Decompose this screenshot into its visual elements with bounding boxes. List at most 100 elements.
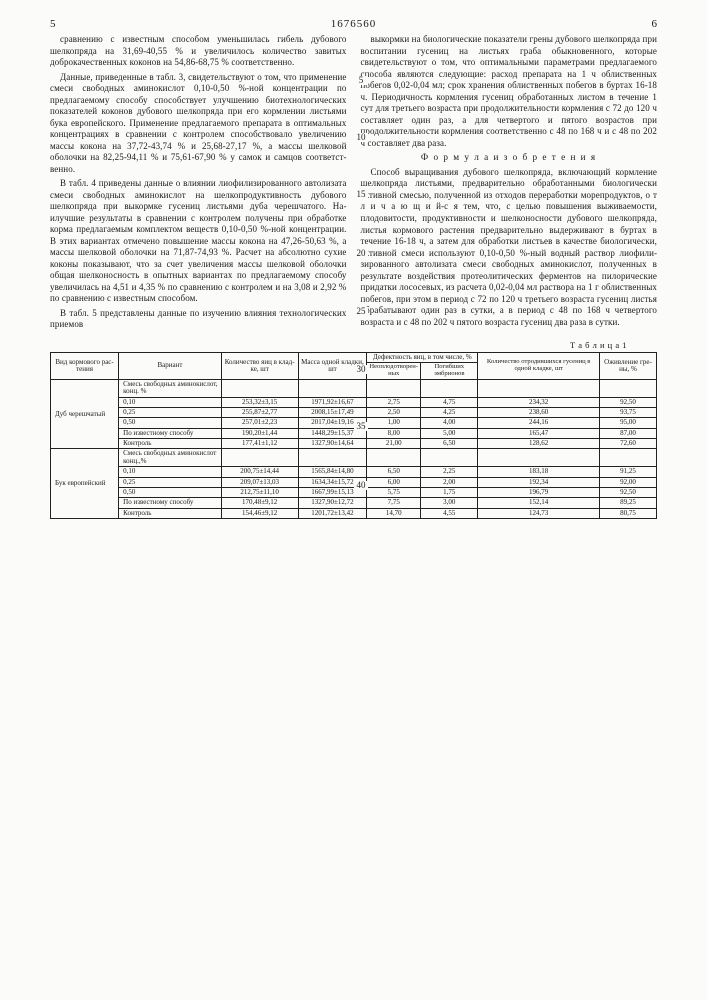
line-number: 30 xyxy=(354,365,368,374)
table-cell: 183,18 xyxy=(478,467,600,477)
patent-number: 1676560 xyxy=(331,18,377,30)
line-number: 15 xyxy=(354,190,368,199)
table-cell: 1565,84±14,80 xyxy=(298,467,367,477)
table-cell: 212,75±11,10 xyxy=(221,487,298,497)
table-header: Неопло­дотворен­ных xyxy=(367,363,421,380)
table-cell xyxy=(478,449,600,467)
line-number: 40 xyxy=(354,481,368,490)
table-header: Вариант xyxy=(119,352,222,379)
body-paragraph: Способ выращивания дубового шелкопряда, … xyxy=(361,167,658,328)
table-cell: 87,00 xyxy=(599,428,656,438)
table-cell: 3,00 xyxy=(421,498,478,508)
table-cell: 92,50 xyxy=(599,397,656,407)
table-cell: 92,00 xyxy=(599,477,656,487)
table-row: Контроль154,46±9,121201,72±13,4214,704,5… xyxy=(51,508,657,518)
table-cell: 253,32±3,15 xyxy=(221,397,298,407)
table-cell: 1,00 xyxy=(367,418,421,428)
table-cell: 244,16 xyxy=(478,418,600,428)
table-cell: Смесь свободных аминокислот конц.,% xyxy=(119,449,222,467)
table-cell: 255,87±2,77 xyxy=(221,408,298,418)
table-label: Т а б л и ц а 1 xyxy=(50,340,627,350)
table-cell: 177,41±1,12 xyxy=(221,439,298,449)
body-paragraph: Данные, приведенные в табл. 3, свиде­тел… xyxy=(50,72,347,176)
table-cell: 128,62 xyxy=(478,439,600,449)
table-row: Контроль177,41±1,121327,90±14,6421,006,5… xyxy=(51,439,657,449)
table-cell: 4,25 xyxy=(421,408,478,418)
table-cell: 209,07±13,03 xyxy=(221,477,298,487)
table-row: 0,25255,87±2,772008,15±17,492,504,25238,… xyxy=(51,408,657,418)
table-cell: 8,00 xyxy=(367,428,421,438)
table-header: Вид кормового рас­тения xyxy=(51,352,119,379)
line-number: 5 xyxy=(354,76,368,85)
table-cell: 196,79 xyxy=(478,487,600,497)
page-number-left: 5 xyxy=(50,18,56,30)
body-paragraph: сравнению с известным способом уменьши­л… xyxy=(50,34,347,69)
table-cell xyxy=(367,380,421,398)
table-cell: 257,01±2,23 xyxy=(221,418,298,428)
table-cell: 93,75 xyxy=(599,408,656,418)
table-cell: 7,75 xyxy=(367,498,421,508)
table-cell xyxy=(421,449,478,467)
table-cell: 4,00 xyxy=(421,418,478,428)
line-number: 25 xyxy=(354,307,368,316)
table-cell: 124,73 xyxy=(478,508,600,518)
body-paragraph: В табл. 4 приведены данные о влиянии лио… xyxy=(50,178,347,305)
table-header: Количество яиц в клад­ке, шт xyxy=(221,352,298,379)
table-row: 0,10200,75±14,441565,84±14,806,502,25183… xyxy=(51,467,657,477)
table-cell xyxy=(599,380,656,398)
table-cell: 2,75 xyxy=(367,397,421,407)
table-cell: 91,25 xyxy=(599,467,656,477)
table-cell: 152,14 xyxy=(478,498,600,508)
table-cell: 200,75±14,44 xyxy=(221,467,298,477)
table-cell: 14,70 xyxy=(367,508,421,518)
table-cell xyxy=(221,380,298,398)
table-cell: 170,48±9,12 xyxy=(221,498,298,508)
table-cell: 0,25 xyxy=(119,408,222,418)
table-cell xyxy=(298,380,367,398)
table-cell: 1201,72±13,42 xyxy=(298,508,367,518)
table-cell xyxy=(421,380,478,398)
table-cell: 21,00 xyxy=(367,439,421,449)
table-cell: По известному способу xyxy=(119,428,222,438)
table-cell: 0,50 xyxy=(119,418,222,428)
table-cell: 1327,90±14,64 xyxy=(298,439,367,449)
table-cell: 1327,90±12,72 xyxy=(298,498,367,508)
table-cell: 2,00 xyxy=(421,477,478,487)
line-number: 10 xyxy=(354,133,368,142)
page-number-right: 6 xyxy=(652,18,658,30)
table-row: По известному способу170,48±9,121327,90±… xyxy=(51,498,657,508)
table-header: Дефектность яиц, в том числе, % xyxy=(367,352,478,362)
table-cell: 2,50 xyxy=(367,408,421,418)
table-cell: Смесь свободных ами­нокислот, конц. % xyxy=(119,380,222,398)
table-cell: 4,75 xyxy=(421,397,478,407)
table-cell: 154,46±9,12 xyxy=(221,508,298,518)
table-row: 0,10253,32±3,151971,92±16,672,754,75234,… xyxy=(51,397,657,407)
table-cell: 0,25 xyxy=(119,477,222,487)
left-column: сравнению с известным способом уменьши­л… xyxy=(50,34,347,334)
table-cell: По известному способу xyxy=(119,498,222,508)
table-cell: Контроль xyxy=(119,508,222,518)
table-cell xyxy=(478,380,600,398)
data-table: Вид кормового рас­тения Вариант Количест… xyxy=(50,352,657,519)
table-cell: 89,25 xyxy=(599,498,656,508)
table-cell: 6,50 xyxy=(367,467,421,477)
body-paragraph: В табл. 5 представлены данные по изу­чен… xyxy=(50,308,347,331)
table-row: Бук европейскийСмесь свободных аминокисл… xyxy=(51,449,657,467)
table-cell: 238,60 xyxy=(478,408,600,418)
table-cell: 92,50 xyxy=(599,487,656,497)
table-cell: 234,32 xyxy=(478,397,600,407)
table-cell: 80,75 xyxy=(599,508,656,518)
table-cell: 6,50 xyxy=(421,439,478,449)
table-cell: 165,47 xyxy=(478,428,600,438)
plant-cell: Дуб черешчатый xyxy=(51,380,119,449)
table-cell: 0,10 xyxy=(119,467,222,477)
table-header: Количест­во отро­дившихся гусениц в одно… xyxy=(478,352,600,379)
table-cell: 190,20±1,44 xyxy=(221,428,298,438)
body-paragraph: выкормки на биологические показатели гре… xyxy=(361,34,658,149)
line-number: 35 xyxy=(354,422,368,431)
table-cell xyxy=(298,449,367,467)
table-header: Оживле­ние гре­ны, % xyxy=(599,352,656,379)
table-cell: 2,25 xyxy=(421,467,478,477)
table-cell: 1971,92±16,67 xyxy=(298,397,367,407)
table-cell: 6,00 xyxy=(367,477,421,487)
